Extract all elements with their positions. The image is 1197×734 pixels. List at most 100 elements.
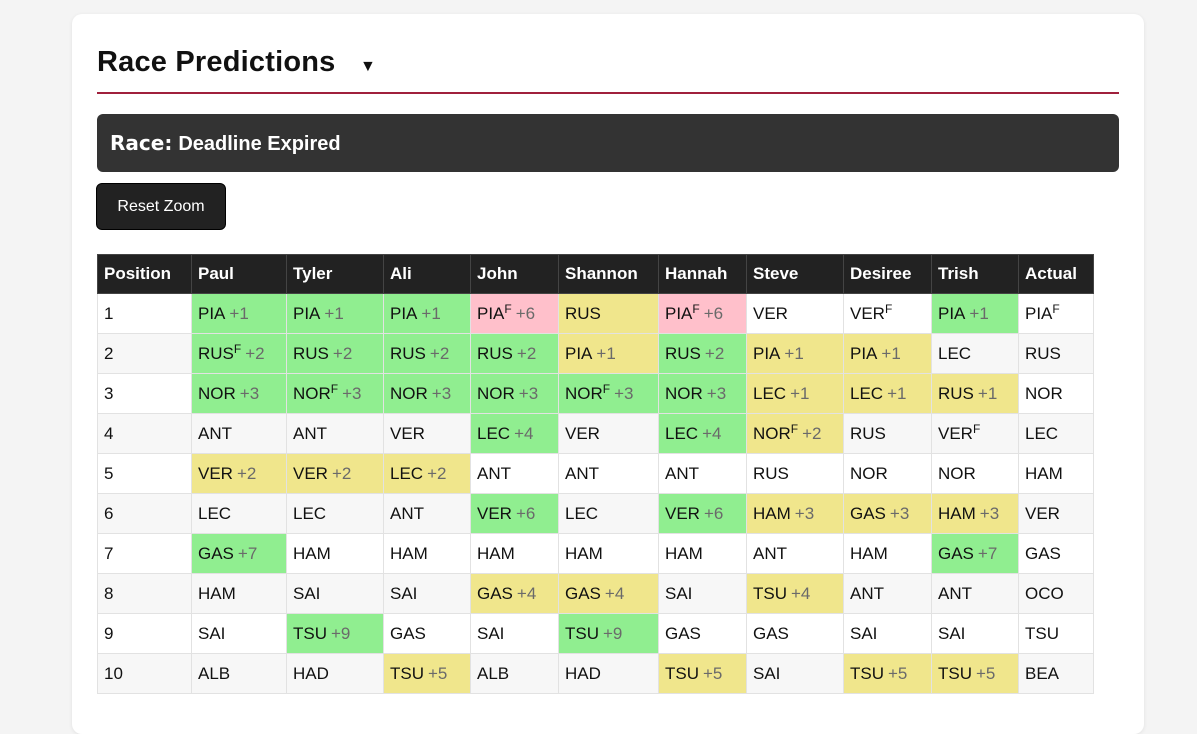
prediction-cell: TSU +5 — [931, 653, 1019, 694]
table-row: 6 LEC LEC ANT VER +6 LEC VER +6 HAM +3 GAS +3 HAM +3 VE… — [97, 493, 1094, 534]
prediction-cell: LEC — [558, 493, 659, 534]
points-value: +7 — [237, 543, 258, 563]
table-row: 2 RUSF +2 RUS +2 RUS +2 RUS +2 PIA +1 RUS +2 PIA +1 PIA… — [97, 333, 1094, 374]
driver-code: PIA — [850, 343, 878, 363]
driver-code: LEC — [938, 343, 972, 363]
prediction-cell: VER +6 — [658, 493, 747, 534]
prediction-cell: HAM — [658, 533, 747, 574]
prediction-cell: HAD — [286, 653, 384, 694]
prediction-cell: VERF — [931, 413, 1019, 454]
points-value: +1 — [229, 303, 249, 323]
prediction-cell: LEC +4 — [658, 413, 747, 454]
prediction-cell: HAM — [470, 533, 559, 574]
prediction-cell: PIAF +6 — [658, 293, 747, 334]
driver-code: GAS — [565, 583, 601, 603]
prediction-cell: SAI — [191, 613, 287, 654]
prediction-cell: GAS +3 — [843, 493, 932, 534]
driver-code: LEC — [390, 463, 424, 483]
points-value: +2 — [331, 463, 352, 483]
prediction-cell: ALB — [470, 653, 559, 694]
prediction-cell: TSU +9 — [286, 613, 384, 654]
driver-code: HAM — [565, 543, 603, 563]
position-cell: 5 — [97, 453, 192, 494]
prediction-cell: ANT — [191, 413, 287, 454]
prediction-cell: ANT — [843, 573, 932, 614]
driver-code: HAD — [565, 663, 601, 683]
prediction-cell: ANT — [286, 413, 384, 454]
driver-code: LEC — [565, 503, 599, 523]
points-value: +1 — [969, 303, 989, 323]
table-row: 9 SAI TSU +9 GAS SAI TSU +9 GAS GAS SAI SAI TSU — [97, 613, 1094, 654]
driver-code: ANT — [753, 543, 787, 563]
prediction-cell: GAS — [658, 613, 747, 654]
prediction-cell: PIA +1 — [383, 293, 471, 334]
driver-code: VER — [293, 463, 328, 483]
prediction-cell: VER +2 — [286, 453, 384, 494]
prediction-cell: NOR — [843, 453, 932, 494]
prediction-cell: RUS — [843, 413, 932, 454]
points-value: +1 — [421, 303, 441, 323]
driver-code: NOR — [1025, 383, 1063, 403]
driver-code: PIA — [1025, 303, 1053, 323]
driver-code: VER — [938, 423, 973, 443]
driver-code: GAS — [198, 543, 234, 563]
prediction-cell: VER +2 — [191, 453, 287, 494]
table-row: 3 NOR +3 NORF +3 NOR +3 NOR +3 NORF +3 NOR +3 LEC +1 LE… — [97, 373, 1094, 414]
prediction-cell: RUS +2 — [658, 333, 747, 374]
prediction-cell: HAM — [191, 573, 287, 614]
driver-code: ANT — [198, 423, 232, 443]
caret-down-icon[interactable]: ▼ — [360, 58, 376, 75]
prediction-cell: NOR +3 — [470, 373, 559, 414]
race-status-bar: Race: Deadline Expired — [97, 114, 1119, 172]
column-header: John — [470, 254, 559, 294]
driver-code: HAM — [665, 543, 703, 563]
driver-code: VER — [390, 423, 425, 443]
driver-code: VER — [850, 303, 885, 323]
points-value: +2 — [429, 343, 450, 363]
driver-code: RUS — [390, 343, 426, 363]
predictions-table: Position Paul Tyler Ali John Shannon Hannah Ste… — [97, 254, 1094, 694]
driver-code: NOR — [565, 383, 603, 403]
driver-code: ANT — [938, 583, 972, 603]
driver-code: SAI — [665, 583, 693, 603]
prediction-cell: HAM — [286, 533, 384, 574]
prediction-cell: VERF — [843, 293, 932, 334]
prediction-cell: TSU +4 — [746, 573, 844, 614]
position-cell: 2 — [97, 333, 192, 374]
driver-code: RUS — [565, 303, 601, 323]
driver-code: LEC — [198, 503, 232, 523]
fastest-lap-marker: F — [330, 381, 339, 396]
points-value: +5 — [976, 663, 996, 683]
driver-code: PIA — [938, 303, 966, 323]
driver-code: SAI — [293, 583, 321, 603]
driver-code: ANT — [293, 423, 327, 443]
driver-code: GAS — [390, 623, 426, 643]
driver-code: PIA — [293, 303, 321, 323]
driver-code: TSU — [850, 663, 884, 683]
points-value: +6 — [703, 303, 724, 323]
points-value: +4 — [791, 583, 811, 603]
driver-code: HAM — [198, 583, 236, 603]
prediction-cell: ALB — [191, 653, 287, 694]
driver-code: RUS — [850, 423, 886, 443]
prediction-cell: ANT — [383, 493, 471, 534]
driver-code: TSU — [938, 663, 972, 683]
prediction-cell: HAM — [843, 533, 932, 574]
reset-zoom-button[interactable]: Reset Zoom — [96, 183, 226, 230]
driver-code: SAI — [753, 663, 781, 683]
points-value: +2 — [516, 343, 537, 363]
driver-code: LEC — [850, 383, 884, 403]
points-value: +3 — [794, 503, 815, 523]
points-value: +2 — [245, 343, 265, 363]
prediction-cell: HAM +3 — [931, 493, 1019, 534]
column-header: Actual — [1018, 254, 1094, 294]
driver-code: LEC — [753, 383, 787, 403]
points-value: +6 — [515, 503, 536, 523]
table-row: 1 PIA +1 PIA +1 PIA +1 PIAF +6 RUS PIAF +6 VER VERF PI… — [97, 293, 1094, 334]
points-value: +1 — [790, 383, 810, 403]
prediction-cell: NOR +3 — [191, 373, 287, 414]
prediction-cell: SAI — [746, 653, 844, 694]
driver-code: NOR — [850, 463, 888, 483]
points-value: +3 — [889, 503, 910, 523]
prediction-cell: SAI — [658, 573, 747, 614]
